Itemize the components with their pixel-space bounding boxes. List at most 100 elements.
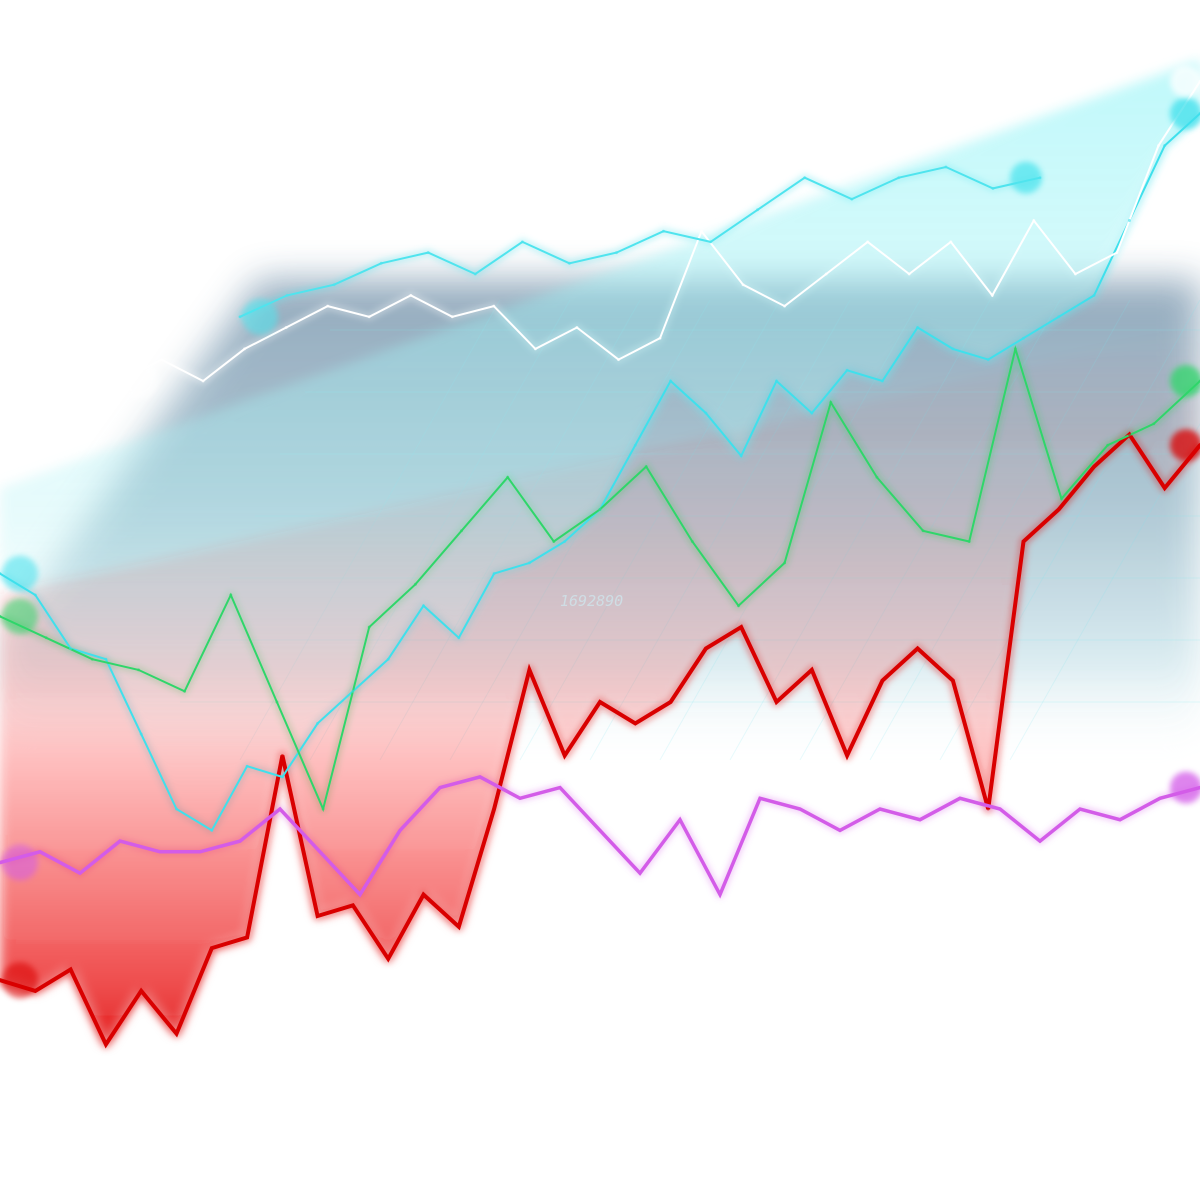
magenta-point [1078, 807, 1082, 811]
cyan-end-marker [1170, 97, 1200, 130]
magenta-point [358, 893, 362, 897]
red-point [422, 893, 425, 897]
white-point [949, 240, 953, 244]
cyan-point [245, 764, 249, 768]
magenta-point [478, 775, 482, 779]
red-point [916, 647, 920, 650]
red-point [210, 946, 214, 950]
green-point [367, 625, 371, 629]
cyan-point [1022, 336, 1025, 340]
cyan-point [1057, 315, 1061, 319]
cyan-point [386, 657, 390, 661]
cyan-point [986, 358, 990, 362]
red-end-marker [1170, 429, 1200, 462]
magenta-point [998, 807, 1002, 811]
white-point [492, 304, 496, 308]
cyan-point [563, 540, 567, 543]
red-point [457, 925, 461, 929]
magenta-point [798, 807, 802, 811]
cyan-point [351, 689, 355, 693]
cyan-point [527, 561, 531, 565]
cyan-point [669, 379, 673, 383]
magenta-point [1038, 839, 1042, 843]
cyan-point [775, 379, 778, 383]
magenta-point [638, 871, 642, 875]
magenta-start-marker [2, 844, 38, 881]
red-point [245, 935, 249, 939]
green-point [967, 540, 971, 543]
upper-cyan-point [520, 240, 524, 244]
white-point [658, 336, 662, 340]
green-start-marker [2, 598, 38, 635]
cyan-point [280, 775, 284, 779]
magenta-point [398, 828, 402, 832]
upper-cyan-point [379, 261, 383, 265]
cyan-point [104, 657, 108, 661]
upper-cyan-point [332, 283, 336, 287]
upper-cyan-point [238, 315, 242, 319]
white-point [243, 347, 247, 351]
green-point [413, 582, 417, 586]
red-point [280, 754, 284, 757]
red-point [598, 700, 602, 704]
magenta-point [558, 786, 562, 790]
white-start-marker [122, 363, 158, 399]
red-point [492, 807, 496, 811]
cyan-point [1092, 293, 1096, 297]
red-point [563, 754, 567, 757]
cyan-point [1163, 144, 1167, 148]
white-point [284, 326, 288, 329]
magenta-point [118, 839, 122, 843]
white-point [326, 304, 330, 308]
white-point [783, 304, 787, 308]
magenta-point [1118, 818, 1122, 822]
green-point [783, 561, 787, 565]
cyan-point [951, 347, 955, 351]
upper-cyan-point [944, 165, 948, 169]
upper-cyan-point [662, 229, 665, 233]
magenta-point [278, 807, 282, 811]
white-point [450, 315, 454, 319]
upper-cyan-point [803, 176, 807, 180]
magenta-point [198, 850, 202, 854]
white-point [201, 379, 205, 383]
white-point [617, 358, 620, 362]
green-point [875, 475, 879, 479]
white-point [1073, 272, 1077, 276]
red-point [1092, 465, 1096, 469]
magenta-point [958, 796, 962, 800]
magenta-point [238, 839, 242, 843]
red-point [951, 679, 955, 683]
red-point [775, 700, 778, 704]
green-point [737, 604, 740, 608]
fill-layer [0, 60, 1200, 1045]
magenta-point [678, 818, 682, 822]
cyan-point [33, 593, 37, 597]
white-point [1115, 251, 1119, 255]
white-point [409, 293, 413, 297]
red-point [175, 1032, 178, 1036]
red-point [810, 668, 814, 672]
white-point [118, 379, 122, 383]
upper-cyan-point [709, 240, 713, 244]
magenta-point [38, 850, 42, 854]
green-point [506, 475, 510, 479]
white-point [575, 326, 579, 329]
white-point [866, 240, 870, 244]
red-point [704, 647, 708, 650]
red-start-marker [2, 962, 38, 999]
cyan-point [175, 807, 178, 811]
upper-cyan-point [567, 261, 571, 265]
red-point [351, 903, 355, 907]
green-point [44, 636, 48, 640]
red-point [633, 721, 637, 725]
green-point [137, 668, 140, 672]
cyan-point [210, 828, 214, 832]
cyan-point [422, 604, 425, 608]
green-point [644, 465, 648, 469]
cyan-point [810, 411, 814, 415]
series-points [0, 65, 1200, 1046]
red-point [739, 625, 743, 629]
red-point [986, 807, 990, 811]
white-point [990, 293, 994, 297]
